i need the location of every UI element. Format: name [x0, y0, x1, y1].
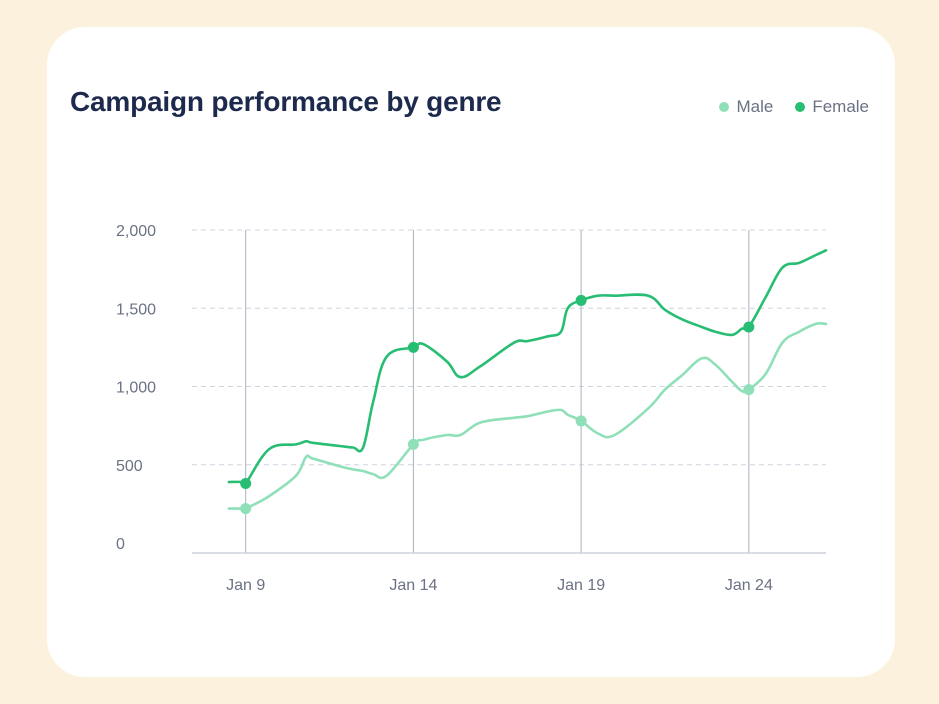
x-tick-label: Jan 14	[389, 577, 437, 594]
legend-label-male: Male	[736, 97, 774, 116]
x-tick-label: Jan 24	[725, 577, 773, 594]
data-point-male[interactable]	[240, 503, 252, 515]
chart-legend: Male Female	[719, 97, 869, 117]
y-tick-label: 0	[116, 536, 125, 553]
data-point-female[interactable]	[743, 321, 755, 333]
label-layer: 0 500 1,000 1,500 2,000 Jan 9 Jan 14 Jan 19 Jan …	[116, 223, 773, 594]
legend-item-male[interactable]: Male	[719, 97, 773, 117]
legend-label-female: Female	[812, 97, 869, 116]
grid-layer	[192, 229, 826, 553]
x-tick-label: Jan 9	[226, 577, 265, 594]
y-tick-label: 1,500	[116, 301, 156, 318]
chart-card	[47, 27, 895, 677]
legend-swatch-male	[719, 102, 730, 112]
y-tick-label: 1,000	[116, 380, 156, 397]
data-point-female[interactable]	[575, 294, 587, 306]
y-tick-label: 500	[116, 458, 143, 475]
legend-item-female[interactable]: Female	[795, 97, 869, 117]
data-point-female[interactable]	[407, 341, 419, 353]
chart-title: Campaign performance by genre	[70, 86, 502, 117]
series-line-female	[227, 249, 828, 488]
data-point-male[interactable]	[743, 384, 755, 396]
legend-swatch-female	[795, 102, 806, 112]
x-tick-label: Jan 19	[557, 577, 605, 594]
series-line-male	[227, 321, 828, 511]
y-tick-label: 2,000	[116, 223, 156, 240]
data-point-male[interactable]	[407, 438, 419, 450]
data-point-female[interactable]	[240, 478, 252, 490]
series-layer	[227, 249, 828, 515]
data-point-male[interactable]	[575, 415, 587, 427]
